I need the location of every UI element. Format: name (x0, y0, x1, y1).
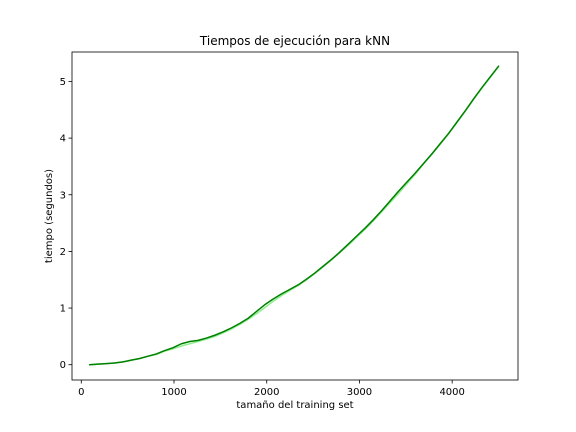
chart-title: Tiempos de ejecución para kNN (199, 34, 390, 48)
y-axis: 0 1 2 3 4 5 (60, 77, 72, 371)
y-tick-label: 1 (60, 304, 66, 315)
plot-frame (71, 51, 519, 381)
y-tick-label: 4 (60, 134, 66, 145)
series-line (88, 65, 500, 366)
y-axis-label: tiempo (segundos) (44, 169, 55, 263)
x-axis-label: tamaño del training set (236, 400, 353, 411)
y-tick-label: 3 (60, 190, 66, 201)
x-tick-label: 0 (78, 387, 84, 398)
x-tick-label: 2000 (254, 387, 279, 398)
plot-area (88, 65, 500, 366)
y-tick-label: 0 (60, 360, 66, 371)
x-tick-label: 1000 (161, 387, 186, 398)
x-axis: 0 1000 2000 3000 4000 (78, 380, 465, 398)
x-tick-label: 3000 (347, 387, 372, 398)
y-tick-label: 2 (60, 247, 66, 258)
x-tick-label: 4000 (439, 387, 464, 398)
y-tick-label: 5 (60, 77, 66, 88)
